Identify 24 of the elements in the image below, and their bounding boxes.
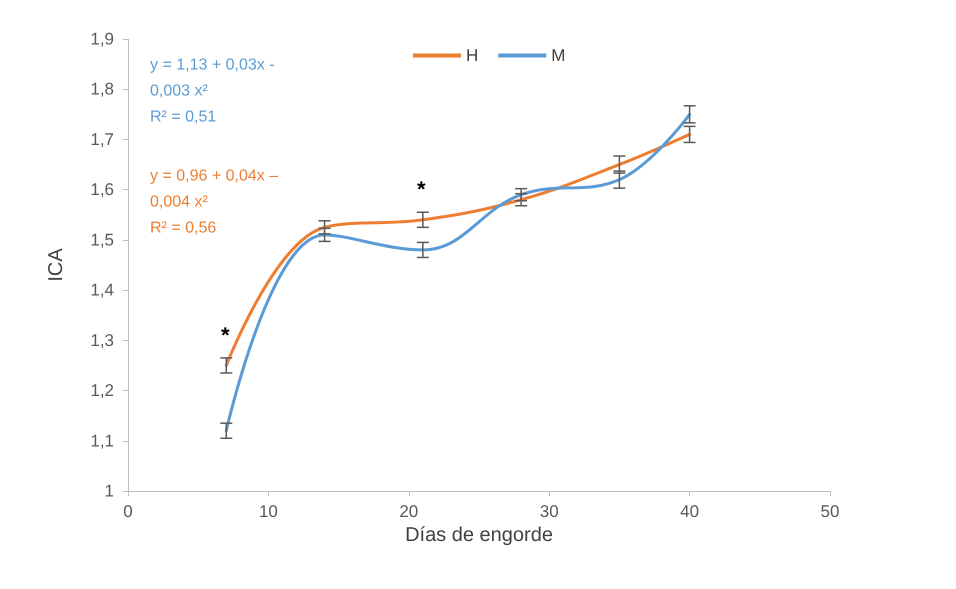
x-tick-label: 0 — [123, 502, 133, 521]
y-tick-label: 1,5 — [90, 230, 114, 250]
annotation: y = 0,96 + 0,04x – 0,004 x² R² = 0,56 — [150, 168, 278, 236]
x-tick-label: 40 — [680, 502, 700, 521]
y-tick-label: 1,3 — [90, 330, 114, 350]
y-tick-label: 1,6 — [90, 180, 114, 200]
y-tick-label: 1 — [104, 482, 114, 500]
x-tick-label: 50 — [820, 502, 840, 521]
x-tick-label: 30 — [540, 502, 559, 521]
y-axis-title: ICA — [45, 248, 67, 282]
x-axis-title: Días de engorde — [405, 524, 553, 546]
y-tick-label: 1,9 — [90, 30, 114, 48]
y-tick-label: 1,8 — [90, 80, 114, 99]
annotation: * — [221, 322, 230, 348]
x-tick-label: 20 — [399, 502, 418, 521]
y-tick-label: 1,7 — [90, 130, 114, 149]
y-tick-label: 1,4 — [90, 280, 114, 300]
y-tick-label: 1,2 — [90, 381, 114, 400]
annotation: * — [417, 176, 426, 202]
y-tick-label: 1,1 — [90, 431, 114, 450]
legend-label: M — [551, 46, 566, 65]
x-tick-label: 10 — [258, 502, 278, 521]
legend-label: H — [466, 46, 478, 65]
annotation: y = 1,13 + 0,03x - 0,003 x² R² = 0,51 — [150, 56, 275, 126]
